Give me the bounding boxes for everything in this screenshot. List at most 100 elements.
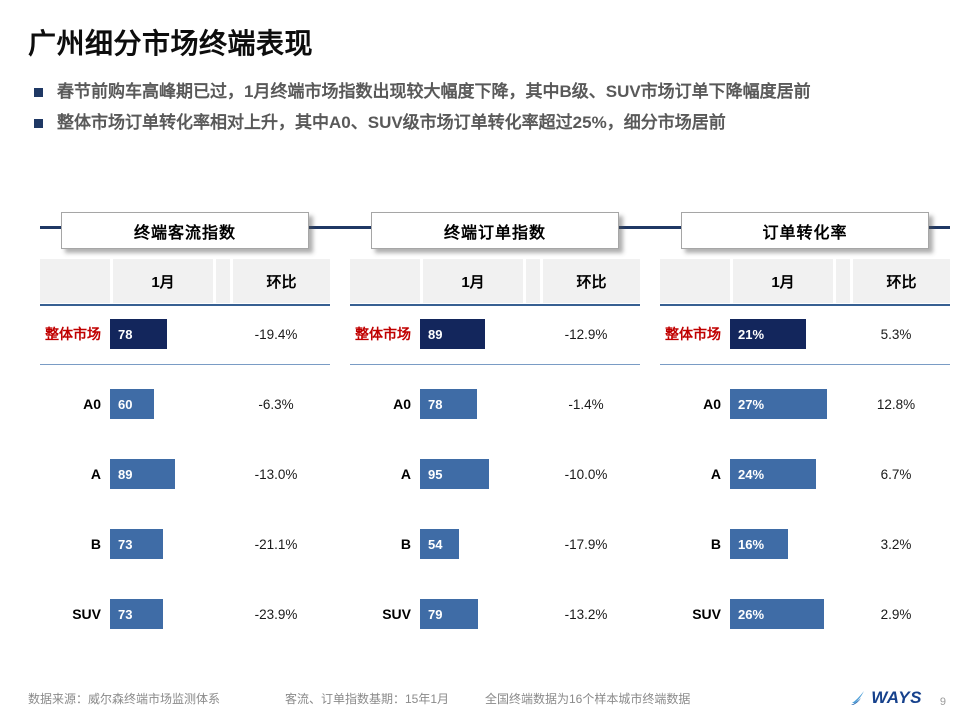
bar-cell: 16%	[730, 529, 842, 559]
mom-value: 12.8%	[876, 396, 916, 412]
table-row: B 16% 3.2%	[660, 509, 950, 579]
mom-value: -13.0%	[254, 466, 298, 482]
panel-title-label: 终端客流指数	[133, 224, 236, 242]
panel-customer-flow-index: 终端客流指数 1月 环比 整体市场 78 -19.4% A0	[40, 212, 330, 674]
bullet-item: 春节前购车高峰期已过，1月终端市场指数出现较大幅度下降，其中B级、SUV市场订单…	[30, 80, 935, 105]
bar-value: 95	[428, 466, 443, 482]
bar-value: 24%	[738, 466, 765, 482]
row-label: A0	[703, 396, 721, 412]
column-header-row: 1月 环比	[40, 259, 330, 303]
bullet-square-icon	[34, 118, 43, 128]
column-header-month: 1月	[733, 259, 833, 303]
table-row-overall: 整体市场 89 -12.9%	[350, 306, 640, 362]
row-label: A	[710, 466, 721, 482]
column-header-mom: 环比	[853, 259, 950, 303]
bar-segment: 89	[110, 459, 175, 489]
mom-value: 5.3%	[880, 326, 912, 342]
mom-value: -1.4%	[568, 396, 604, 412]
bar-value: 89	[118, 466, 133, 482]
column-header-spacer	[836, 259, 850, 303]
row-label: A	[400, 466, 411, 482]
mom-value: -13.2%	[564, 606, 608, 622]
bar-value: 21%	[738, 326, 765, 342]
bar-overall: 89	[420, 319, 485, 349]
panel-title: 终端订单指数	[371, 212, 619, 249]
bar-segment: 78	[420, 389, 477, 419]
mom-value: -21.1%	[254, 536, 298, 552]
row-label: B	[400, 536, 411, 552]
table-row: B 54 -17.9%	[350, 509, 640, 579]
bar-value: 79	[428, 606, 443, 622]
bar-cell: 73	[110, 599, 222, 629]
bar-value: 54	[428, 536, 443, 552]
column-header-mom: 环比	[233, 259, 330, 303]
bar-cell: 27%	[730, 389, 842, 419]
mom-value: -23.9%	[254, 606, 298, 622]
row-label: 整体市场	[665, 326, 721, 342]
charts-area: 终端客流指数 1月 环比 整体市场 78 -19.4% A0	[40, 212, 950, 674]
column-header-spacer	[216, 259, 230, 303]
bar-cell: 24%	[730, 459, 842, 489]
bullet-square-icon	[34, 88, 43, 97]
column-header-row: 1月 环比	[660, 259, 950, 303]
table-row-overall: 整体市场 78 -19.4%	[40, 306, 330, 362]
bar-cell: 78	[110, 319, 222, 349]
column-header-mom: 环比	[543, 259, 640, 303]
header-rule	[40, 304, 330, 306]
data-source-note: 数据来源：威尔森终端市场监测体系	[28, 692, 221, 706]
column-header-month: 1月	[423, 259, 523, 303]
header-rule	[350, 304, 640, 306]
page-title: 广州细分市场终端表现	[28, 28, 314, 59]
table-row: A 95 -10.0%	[350, 439, 640, 509]
base-period-note: 客流、订单指数基期：15年1月	[285, 692, 450, 706]
bullet-text: 整体市场订单转化率相对上升，其中A0、SUV级市场订单转化率超过25%，细分市场…	[57, 112, 726, 132]
bar-cell: 60	[110, 389, 222, 419]
overall-separator	[40, 364, 330, 365]
bar-value: 78	[428, 396, 443, 412]
bar-cell: 21%	[730, 319, 842, 349]
table-row: A 89 -13.0%	[40, 439, 330, 509]
bar-cell: 79	[420, 599, 532, 629]
overall-separator	[350, 364, 640, 365]
bar-cell: 95	[420, 459, 532, 489]
bar-segment: 24%	[730, 459, 816, 489]
row-label: SUV	[382, 606, 411, 622]
table-row: SUV 79 -13.2%	[350, 579, 640, 649]
mom-value: -10.0%	[564, 466, 608, 482]
table-row: B 73 -21.1%	[40, 509, 330, 579]
table-row-overall: 整体市场 21% 5.3%	[660, 306, 950, 362]
bar-segment: 54	[420, 529, 459, 559]
panel-order-index: 终端订单指数 1月 环比 整体市场 89 -12.9% A0	[350, 212, 640, 674]
sample-note: 全国终端数据为16个样本城市终端数据	[485, 692, 691, 706]
panel-title-label: 终端订单指数	[443, 224, 546, 242]
bar-overall: 78	[110, 319, 167, 349]
bar-overall: 21%	[730, 319, 806, 349]
logo-swoosh-icon	[851, 691, 865, 705]
bar-segment: 27%	[730, 389, 827, 419]
bar-value: 27%	[738, 396, 765, 412]
bar-segment: 26%	[730, 599, 824, 629]
table-row: A0 27% 12.8%	[660, 369, 950, 439]
row-label: A0	[83, 396, 101, 412]
bullet-item: 整体市场订单转化率相对上升，其中A0、SUV级市场订单转化率超过25%，细分市场…	[30, 111, 935, 136]
bar-cell: 89	[110, 459, 222, 489]
column-header-blank	[40, 259, 110, 303]
mom-value: 6.7%	[880, 466, 912, 482]
row-label: B	[710, 536, 721, 552]
column-header-month: 1月	[113, 259, 213, 303]
bar-segment: 73	[110, 529, 163, 559]
mom-value: -12.9%	[564, 326, 608, 342]
panel-conversion-rate: 订单转化率 1月 环比 整体市场 21% 5.3% A0	[660, 212, 950, 674]
bar-segment: 16%	[730, 529, 788, 559]
row-label: B	[90, 536, 101, 552]
table-row: A0 60 -6.3%	[40, 369, 330, 439]
row-label: A0	[393, 396, 411, 412]
bar-value: 89	[428, 326, 443, 342]
table-row: SUV 26% 2.9%	[660, 579, 950, 649]
bar-value: 73	[118, 606, 133, 622]
bar-segment: 60	[110, 389, 154, 419]
column-header-blank	[660, 259, 730, 303]
row-label: SUV	[692, 606, 721, 622]
table-row: A0 78 -1.4%	[350, 369, 640, 439]
bar-value: 16%	[738, 536, 765, 552]
